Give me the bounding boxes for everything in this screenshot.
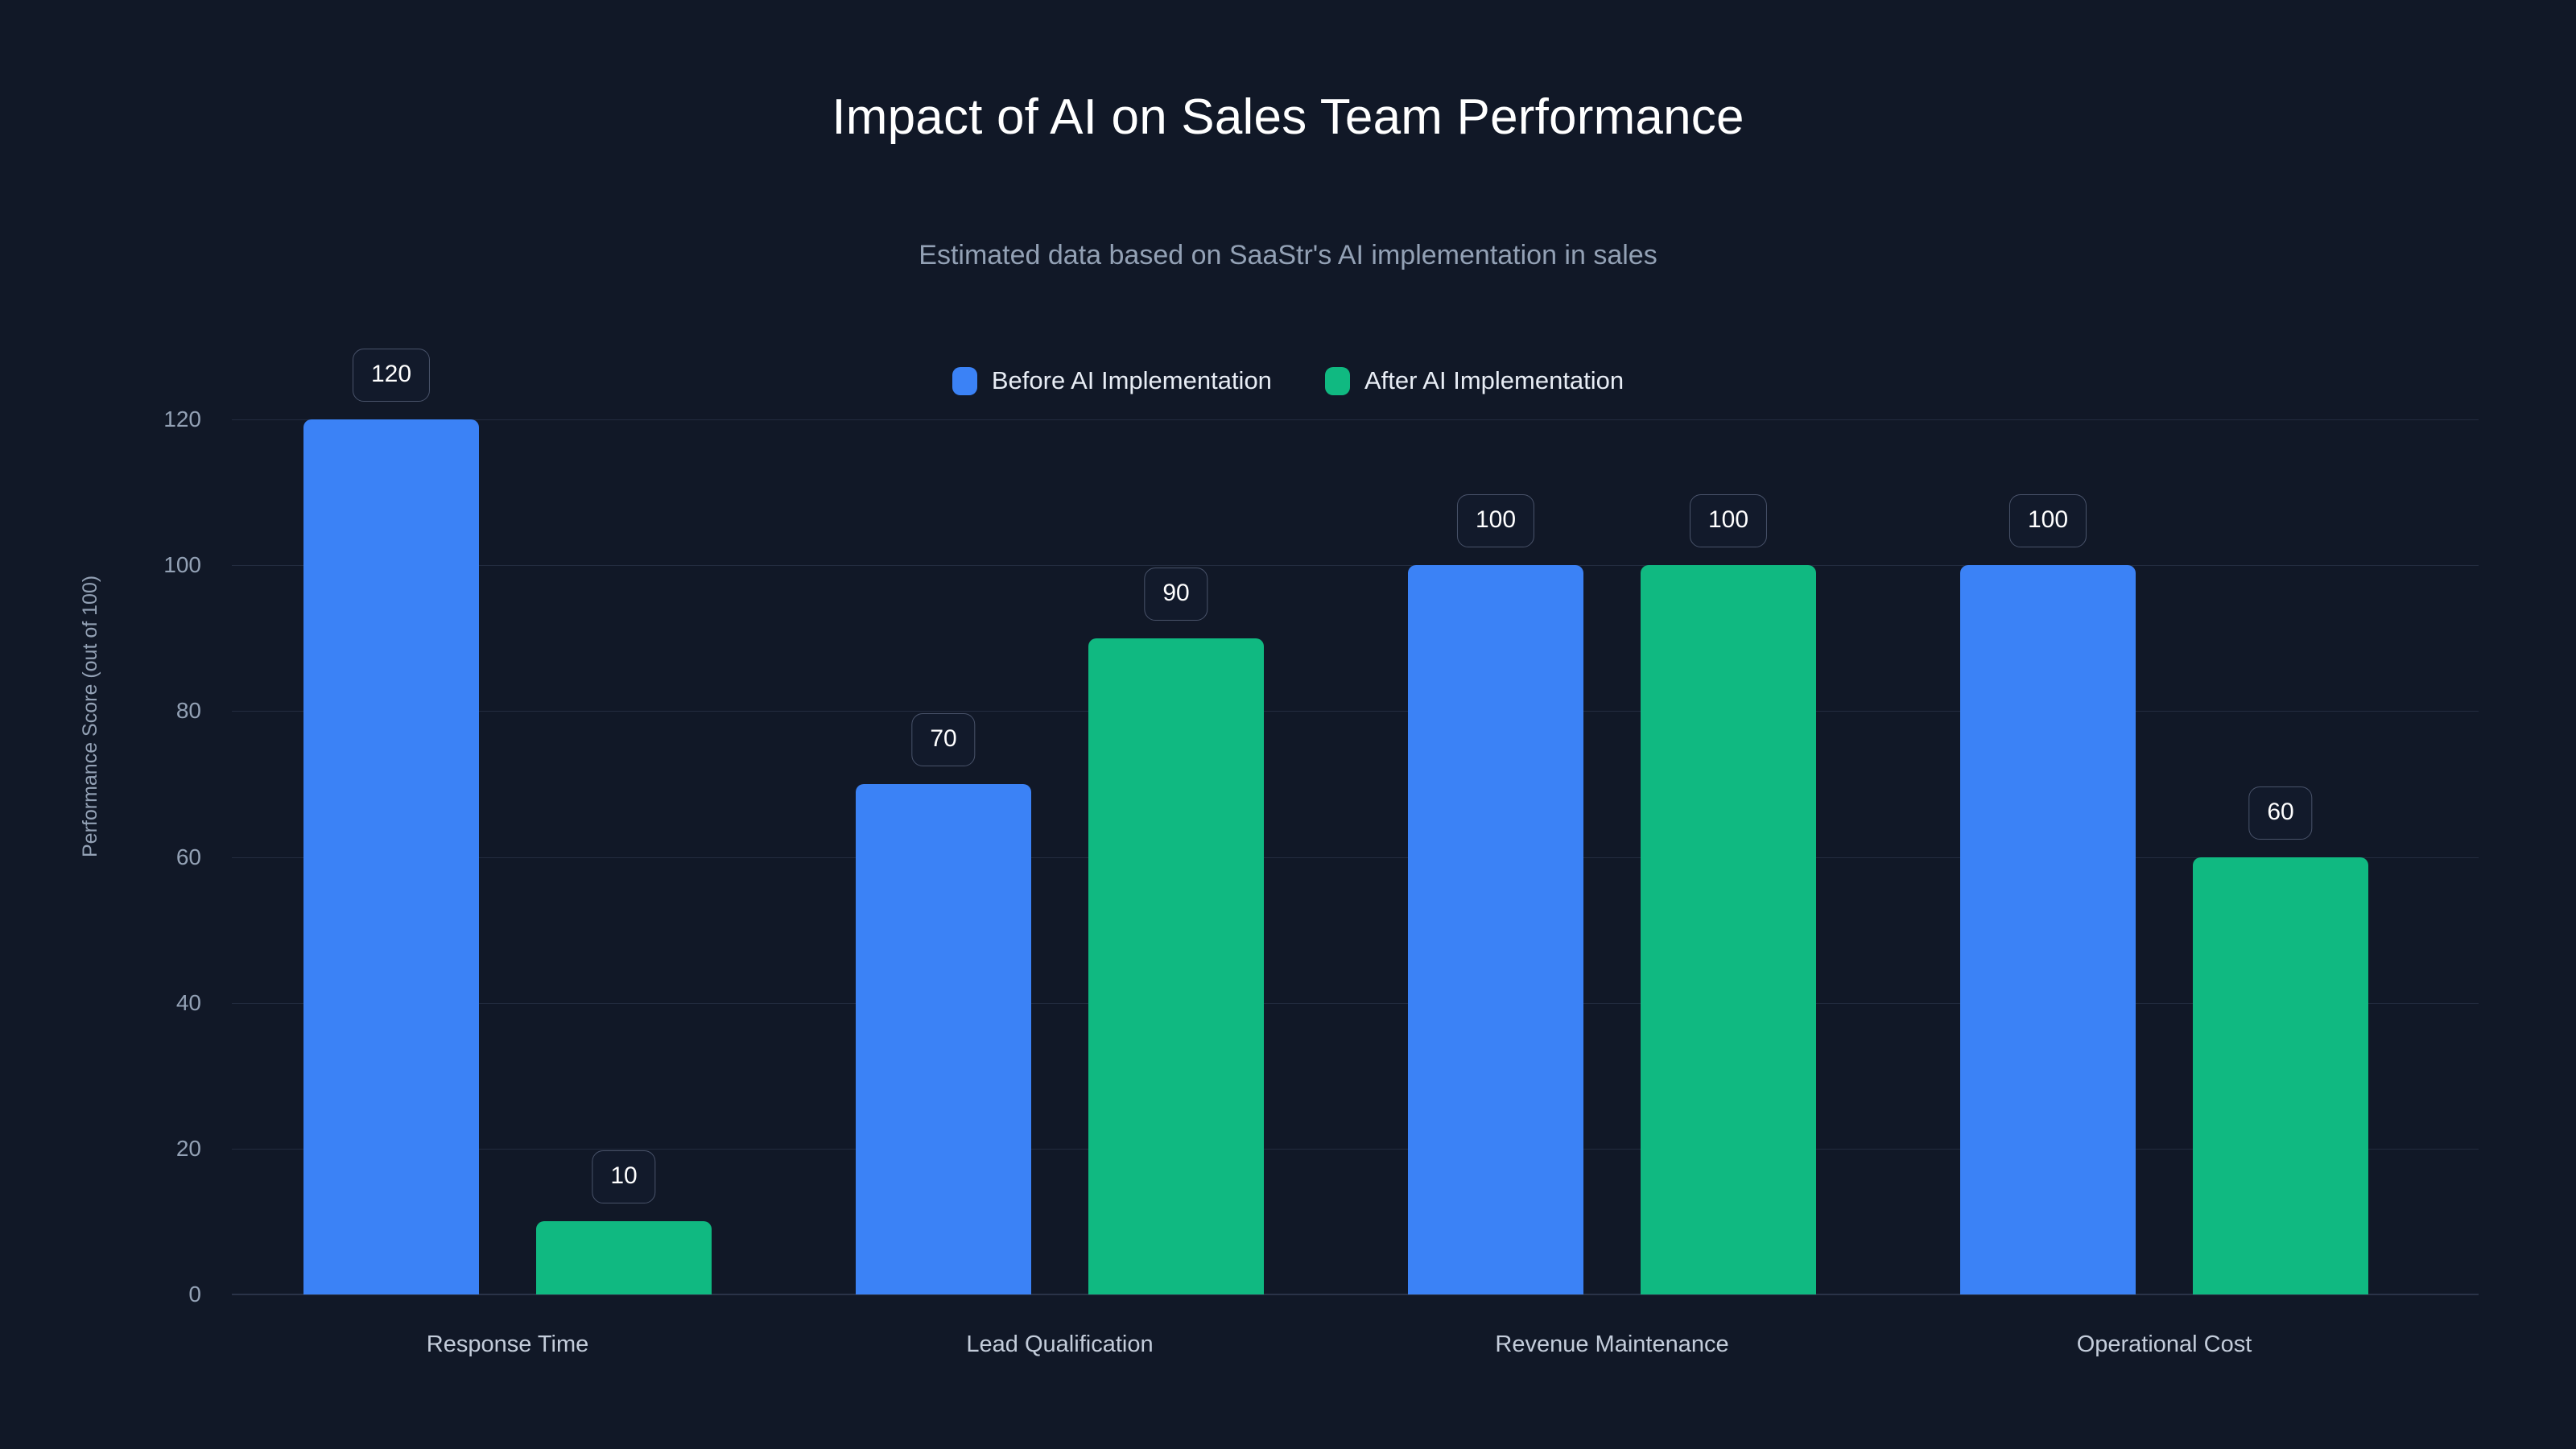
y-axis-tick-label: 60	[175, 844, 201, 869]
gridline	[232, 1148, 2479, 1150]
bar-value-label: 100	[1689, 494, 1768, 548]
bar-after[interactable]	[1641, 565, 1816, 1294]
y-axis-tick-label: 0	[188, 1282, 201, 1307]
gridline	[232, 419, 2479, 420]
bar-before[interactable]	[1960, 565, 2136, 1294]
gridline	[232, 857, 2479, 858]
bar-value-label: 90	[1144, 567, 1208, 621]
bar-after[interactable]	[1088, 638, 1264, 1294]
gridline	[232, 711, 2479, 712]
gridline	[232, 1002, 2479, 1004]
bar-after[interactable]	[536, 1221, 712, 1294]
legend-item-after[interactable]: After AI Implementation	[1324, 366, 1624, 395]
chart-legend: Before AI Implementation After AI Implem…	[0, 366, 2576, 395]
x-axis-category-label: Revenue Maintenance	[1495, 1331, 1729, 1357]
bar-after[interactable]	[2193, 857, 2368, 1294]
y-axis-tick-label: 40	[175, 989, 201, 1015]
x-axis-category-label: Response Time	[426, 1331, 589, 1357]
x-axis-category-label: Operational Cost	[2076, 1331, 2252, 1357]
chart-title: Impact of AI on Sales Team Performance	[832, 89, 1744, 145]
y-axis-title: Performance Score (out of 100)	[79, 575, 101, 857]
x-axis-category-label: Lead Qualification	[966, 1331, 1154, 1357]
bar-value-label: 100	[1456, 494, 1535, 548]
bar-value-label: 120	[352, 349, 431, 402]
y-axis-tick-label: 20	[175, 1135, 201, 1161]
legend-label-after: After AI Implementation	[1364, 366, 1624, 394]
bar-value-label: 100	[2008, 494, 2087, 548]
chart-subtitle: Estimated data based on SaaStr's AI impl…	[919, 240, 1657, 270]
bar-value-label: 10	[592, 1150, 656, 1204]
legend-swatch-before-icon	[952, 366, 977, 395]
y-axis-tick-label: 100	[163, 552, 201, 578]
gridline	[232, 565, 2479, 567]
bar-value-label: 60	[2248, 786, 2313, 840]
y-axis-tick-label: 80	[175, 698, 201, 724]
legend-item-before[interactable]: Before AI Implementation	[952, 366, 1272, 395]
bar-before[interactable]	[303, 419, 479, 1294]
legend-label-before: Before AI Implementation	[991, 366, 1272, 394]
y-axis-tick-label: 120	[163, 407, 201, 431]
legend-swatch-after-icon	[1324, 366, 1350, 395]
x-axis-baseline	[232, 1294, 2479, 1295]
bar-before[interactable]	[1408, 565, 1583, 1294]
bar-value-label: 70	[911, 712, 976, 766]
bar-before[interactable]	[856, 783, 1031, 1294]
plot-area	[232, 419, 2479, 1295]
